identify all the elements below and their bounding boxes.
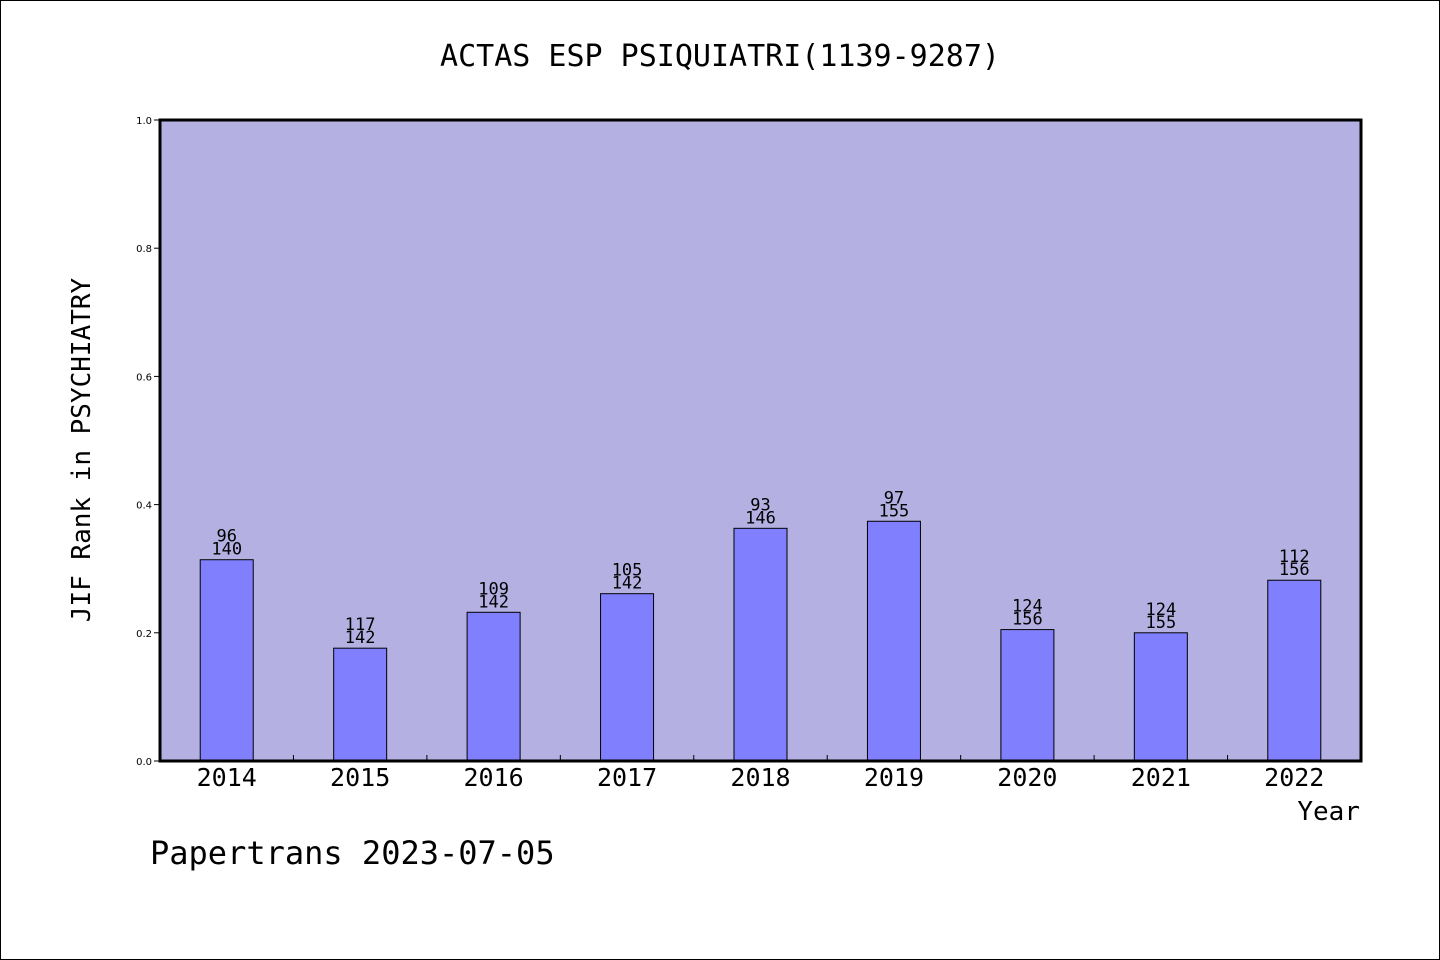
- footer-text: Papertrans 2023-07-05: [150, 834, 555, 872]
- y-tick-label: 0.4: [136, 501, 152, 512]
- x-tick-label: 2021: [1131, 763, 1191, 792]
- bar-total-label: 156: [1012, 610, 1043, 630]
- chart-title: ACTAS ESP PSIQUIATRI(1139-9287): [440, 39, 1000, 74]
- y-tick-label: 0.6: [136, 372, 152, 383]
- bars: [199, 520, 1322, 762]
- y-axis: 0.0 0.2 0.4 0.6 0.8 1.0: [136, 116, 160, 768]
- bar: [733, 527, 788, 762]
- bar-total-label: 155: [1145, 613, 1176, 633]
- bar-rank-label: 93: [750, 495, 770, 515]
- bar: [333, 647, 388, 762]
- x-tick-label: 2019: [864, 763, 924, 792]
- bar-total-label: 142: [345, 628, 376, 648]
- bar-rank-label: 97: [884, 488, 904, 508]
- bar: [600, 593, 655, 762]
- bar: [1267, 579, 1322, 762]
- x-tick-label: 2017: [597, 763, 657, 792]
- bar: [866, 520, 921, 762]
- x-tick-label: 2016: [464, 763, 524, 792]
- x-tick-label: 2022: [1264, 763, 1324, 792]
- bar-rank-label: 96: [216, 527, 236, 547]
- bar: [199, 559, 254, 762]
- x-tick-label: 2015: [330, 763, 390, 792]
- bar-rank-label: 117: [345, 615, 376, 635]
- y-axis-label: JIF Rank in PSYCHIATRY: [67, 277, 97, 622]
- bar-total-label: 146: [745, 508, 776, 528]
- bar-total-label: 142: [478, 592, 509, 612]
- x-tick-label: 2018: [730, 763, 790, 792]
- bar: [1133, 632, 1188, 762]
- y-tick-label: 0.8: [136, 244, 152, 255]
- y-tick-label: 0.2: [136, 629, 152, 640]
- y-tick-label: 0.0: [136, 757, 152, 768]
- bar-rank-label: 112: [1279, 547, 1310, 567]
- bar: [1000, 629, 1055, 762]
- bar-total-label: 155: [879, 501, 910, 521]
- bar-rank-label: 124: [1145, 600, 1176, 620]
- x-axis: 2014 2015 2016 2017 2018 2019 2020 2021 2022: [197, 755, 1324, 792]
- bar-rank-label: 124: [1012, 597, 1043, 617]
- x-tick-label: 2014: [197, 763, 257, 792]
- bar-rank-label: 109: [478, 579, 509, 599]
- x-axis-label: Year: [1297, 797, 1360, 827]
- bar-total-label: 142: [612, 574, 643, 594]
- x-tick-label: 2020: [997, 763, 1057, 792]
- bar: [466, 611, 521, 762]
- y-tick-label: 1.0: [136, 116, 152, 127]
- bar-total-label: 140: [211, 540, 242, 560]
- bar-rank-label: 105: [612, 561, 643, 581]
- bar-total-label: 156: [1279, 560, 1310, 580]
- plot-border: [158, 118, 1363, 763]
